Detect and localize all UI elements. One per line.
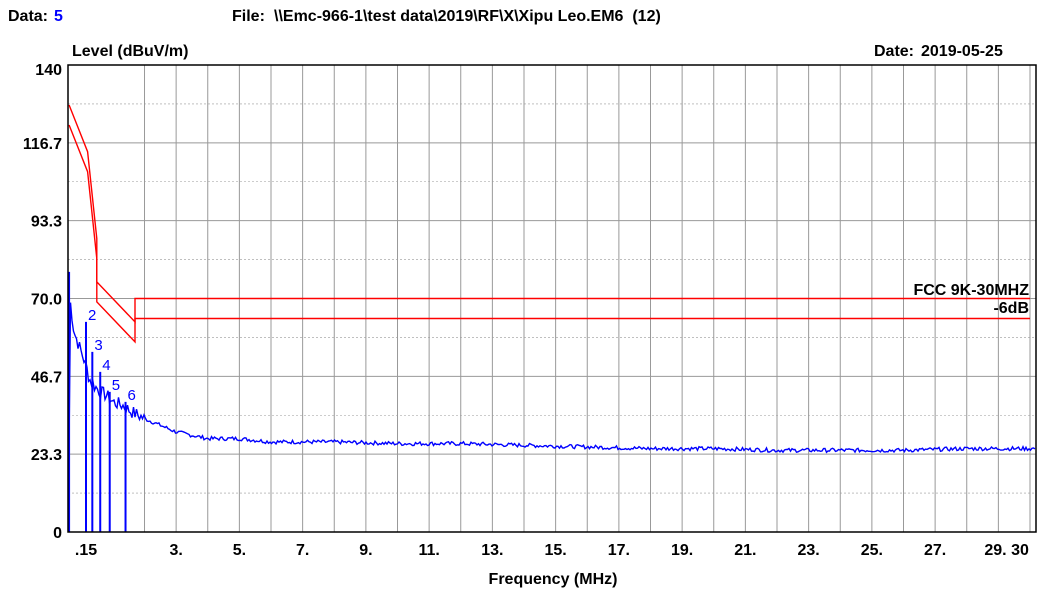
limit-line-fcc — [68, 104, 1030, 324]
limit-label-fcc: FCC 9K-30MHZ — [913, 282, 1029, 299]
x-tick-label: 19. — [671, 542, 693, 559]
data-label: Data: — [8, 8, 48, 25]
x-tick-label: 11. — [418, 542, 439, 559]
x-tick-label: 17. — [608, 542, 630, 559]
x-tick-label: .15 — [75, 542, 97, 559]
x-tick-label: 29. 30 — [984, 542, 1029, 559]
x-tick-label: 7. — [296, 542, 309, 559]
y-tick-labels: 0 23.3 46.7 70.0 93.3 116.7 140 — [23, 62, 62, 542]
file-path: \\Emc-966-1\test data\2019\RF\X\Xipu Leo… — [274, 8, 661, 25]
y-tick-label: 140 — [35, 62, 62, 79]
x-tick-label: 21. — [734, 542, 756, 559]
x-tick-label: 13. — [481, 542, 503, 559]
x-tick-label: 27. — [924, 542, 946, 559]
marker-label: 5 — [112, 377, 120, 394]
marker-label: 3 — [94, 337, 102, 354]
measurement-trace — [68, 302, 1036, 454]
plot-area-frame — [67, 64, 1037, 533]
limit-line-6db — [68, 124, 1030, 344]
x-tick-label: 15. — [545, 542, 567, 559]
data-value: 5 — [54, 8, 63, 25]
y-tick-label: 46.7 — [31, 369, 62, 386]
limit-label-6db: -6dB — [993, 300, 1029, 317]
marker-label: 6 — [128, 387, 136, 404]
x-tick-labels: .15 3. 5. 7. 9. 11. 13. 15. 17. 19. 21. 23. 25. 27. 29… — [75, 542, 1029, 559]
date-value: 2019-05-25 — [921, 43, 1003, 60]
date-label: Date: — [874, 43, 914, 60]
y-tick-label: 116.7 — [23, 136, 62, 153]
y-axis-title: Level (dBuV/m) — [72, 43, 188, 60]
series-layer — [68, 104, 1036, 454]
y-tick-label: 0 — [53, 525, 62, 542]
x-tick-label: 25. — [861, 542, 883, 559]
marker-label: 4 — [102, 357, 110, 374]
y-tick-label: 93.3 — [31, 214, 62, 231]
x-tick-label: 9. — [359, 542, 372, 559]
y-tick-label: 23.3 — [31, 447, 62, 464]
x-axis-title: Frequency (MHz) — [489, 571, 618, 588]
file-label: File: — [232, 8, 265, 25]
marker-label: 2 — [88, 307, 96, 324]
x-tick-label: 23. — [798, 542, 820, 559]
x-tick-label: 5. — [233, 542, 246, 559]
y-tick-label: 70.0 — [31, 292, 62, 309]
x-tick-label: 3. — [169, 542, 182, 559]
